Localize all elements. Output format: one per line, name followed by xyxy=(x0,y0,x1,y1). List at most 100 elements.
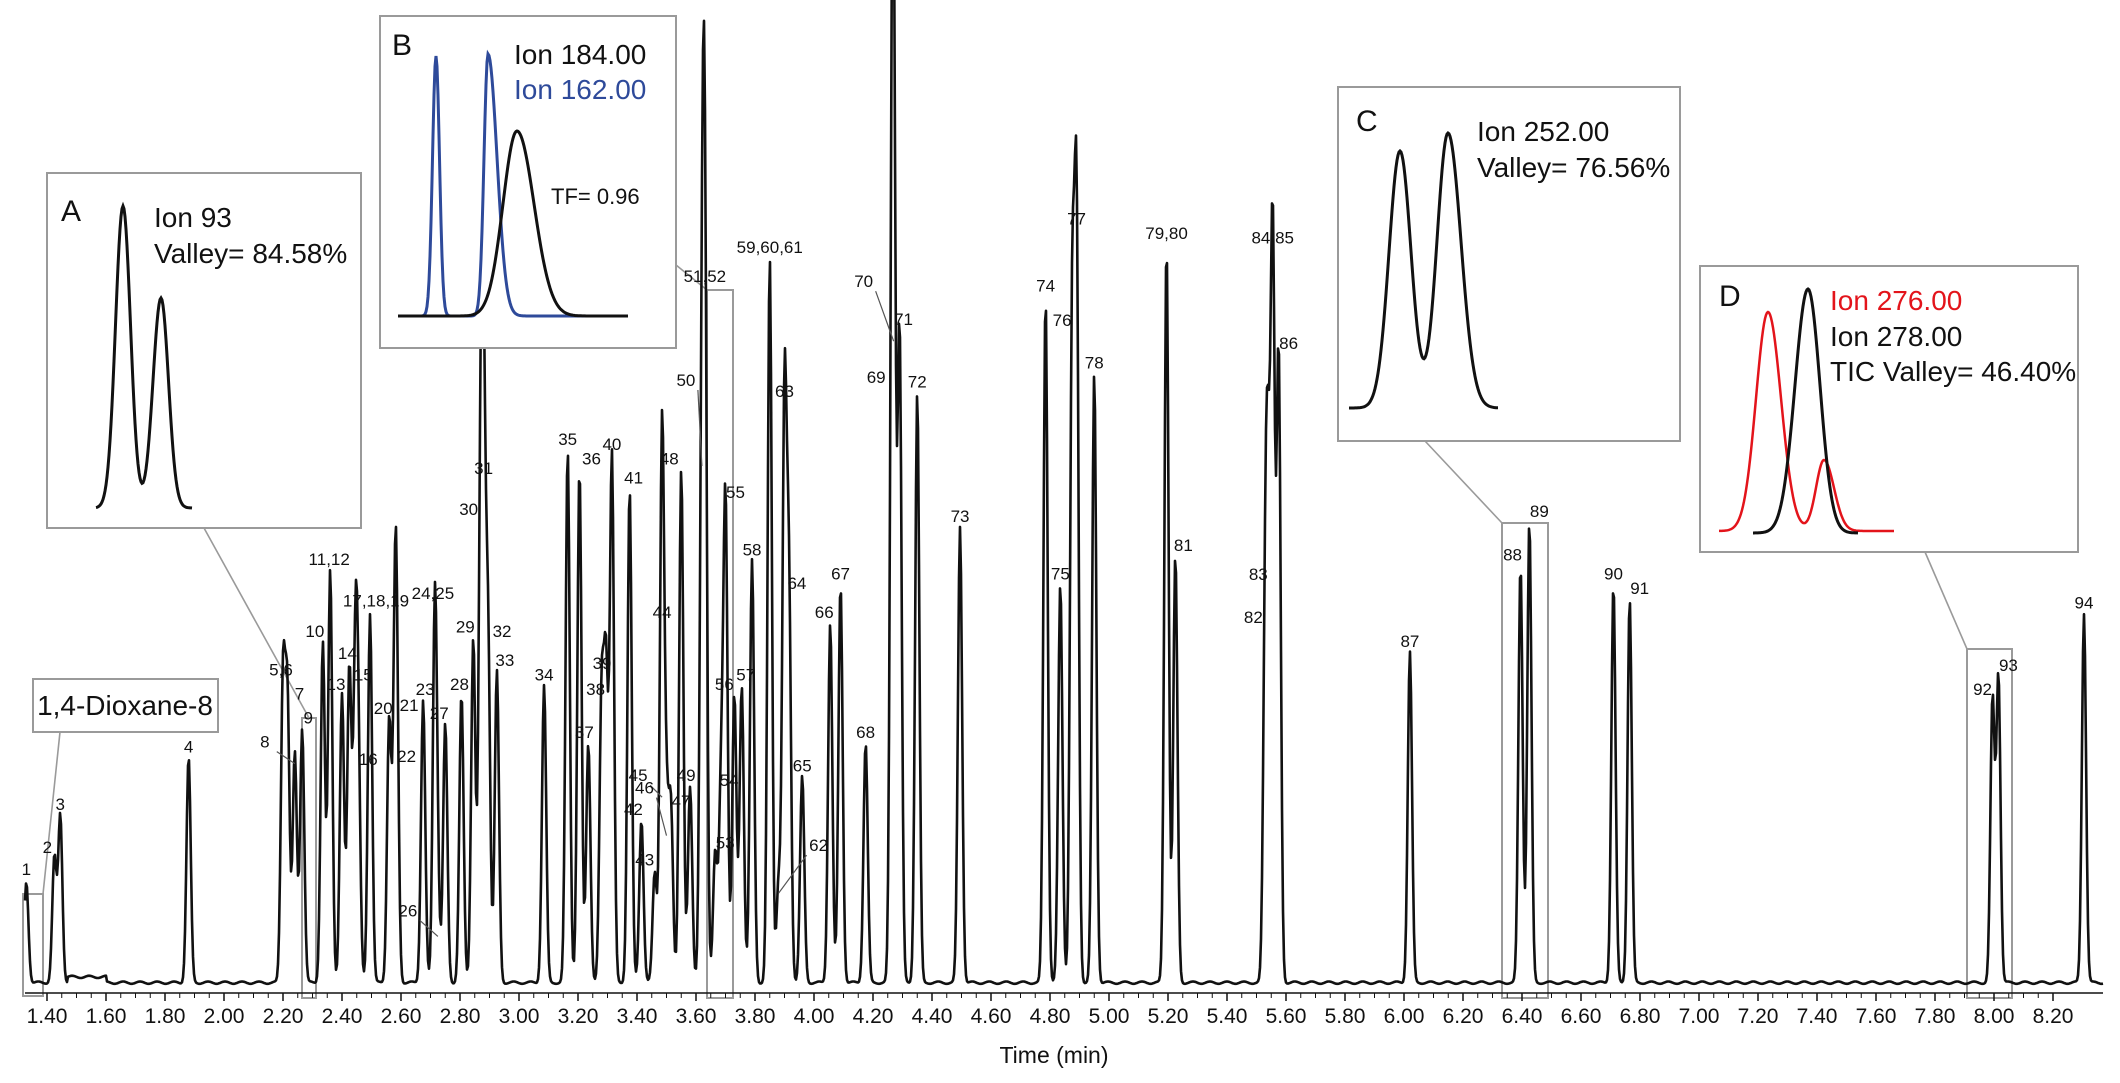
peak-label-67: 67 xyxy=(831,565,850,584)
callout-line-d xyxy=(1924,551,1968,650)
peak-label-14: 14 xyxy=(338,644,357,663)
highlight-box-dioxane xyxy=(22,893,44,997)
x-tick-label-7.40: 7.40 xyxy=(1797,1005,1838,1028)
peak-label-45: 45 xyxy=(629,766,648,785)
inset-d: D Ion 276.00 Ion 278.00 TIC Valley= 46.4… xyxy=(1699,265,2079,553)
peak-label-84-85: 84,85 xyxy=(1251,229,1294,248)
x-tick-label-6.40: 6.40 xyxy=(1502,1005,1543,1028)
x-tick-label-3.20: 3.20 xyxy=(558,1005,599,1028)
peak-label-63: 63 xyxy=(775,382,794,401)
peak-label-87: 87 xyxy=(1400,632,1419,651)
x-tick-label-3.80: 3.80 xyxy=(735,1005,776,1028)
peak-label-89: 89 xyxy=(1530,502,1549,521)
inset-d-trace-ion278 xyxy=(1753,287,1859,535)
x-axis-ticks: 1.40 1.60 1.80 2.00 2.20 2.40 2.60 2.80 3.00 3.20… xyxy=(27,993,2073,1028)
inset-d-letter: D xyxy=(1719,280,1741,313)
peak-label-92: 92 xyxy=(1973,680,1992,699)
highlight-box-c xyxy=(1501,522,1549,999)
peak-label-50: 50 xyxy=(676,371,695,390)
x-tick-label-5.60: 5.60 xyxy=(1266,1005,1307,1028)
inset-b-trace-ion184 xyxy=(398,129,628,318)
peak-label-1: 1 xyxy=(22,860,31,879)
inset-b-ion1: Ion 184.00 xyxy=(514,39,646,70)
peak-label-17-18-19: 17,18,19 xyxy=(343,591,409,610)
inset-a-frame xyxy=(46,172,362,529)
peak-label-24-25: 24,25 xyxy=(412,584,455,603)
peak-label-70: 70 xyxy=(854,272,873,291)
x-tick-label-3.60: 3.60 xyxy=(676,1005,717,1028)
x-tick-label-2.40: 2.40 xyxy=(322,1005,363,1028)
inset-c-ion: Ion 252.00 xyxy=(1477,116,1609,147)
peak-label-62: 62 xyxy=(809,836,828,855)
peak-leader-8 xyxy=(276,751,296,765)
peak-label-72: 72 xyxy=(908,373,927,392)
inset-b: B Ion 184.00 Ion 162.00 TF= 0.96 xyxy=(379,15,677,349)
peak-label-27: 27 xyxy=(430,704,449,723)
peak-label-55: 55 xyxy=(726,483,745,502)
inset-c-trace xyxy=(1349,130,1498,410)
peak-label-21: 21 xyxy=(400,696,419,715)
peak-label-86: 86 xyxy=(1279,334,1298,353)
peak-label-41: 41 xyxy=(624,469,643,488)
peak-label-29: 29 xyxy=(456,617,475,636)
peak-label-3: 3 xyxy=(56,795,65,814)
inset-d-ion2: Ion 278.00 xyxy=(1830,321,1962,352)
x-tick-label-6.20: 6.20 xyxy=(1443,1005,1484,1028)
inset-b-tf: TF= 0.96 xyxy=(551,184,640,209)
peak-label-74: 74 xyxy=(1036,277,1055,296)
peak-label-94: 94 xyxy=(2075,593,2094,612)
inset-c: C Ion 252.00 Valley= 76.56% xyxy=(1337,86,1681,442)
inset-d-ion1: Ion 276.00 xyxy=(1830,285,1962,316)
inset-b-letter: B xyxy=(392,29,412,62)
peak-label-77: 77 xyxy=(1067,209,1086,228)
x-tick-label-3.00: 3.00 xyxy=(499,1005,540,1028)
peak-label-15: 15 xyxy=(354,665,373,684)
x-tick-label-2.80: 2.80 xyxy=(440,1005,481,1028)
peak-label-81: 81 xyxy=(1174,536,1193,555)
peak-label-11-12: 11,12 xyxy=(309,550,350,569)
peak-label-40: 40 xyxy=(602,435,621,454)
peak-label-42: 42 xyxy=(624,800,643,819)
peak-leader-45 xyxy=(649,784,663,798)
x-tick-label-4.80: 4.80 xyxy=(1030,1005,1071,1028)
x-tick-label-2.00: 2.00 xyxy=(204,1005,245,1028)
x-tick-label-7.60: 7.60 xyxy=(1856,1005,1897,1028)
inset-d-frame xyxy=(1699,265,2079,553)
inset-a: A Ion 93 Valley= 84.58% xyxy=(46,172,362,529)
peak-label-31: 31 xyxy=(474,459,493,478)
peak-label-88: 88 xyxy=(1503,545,1522,564)
x-tick-label-2.20: 2.20 xyxy=(263,1005,304,1028)
peak-label-58: 58 xyxy=(743,541,762,560)
x-tick-label-4.20: 4.20 xyxy=(853,1005,894,1028)
highlight-box-d xyxy=(1966,648,2013,999)
peak-label-56: 56 xyxy=(715,675,734,694)
peak-label-57: 57 xyxy=(736,665,755,684)
peak-label-8: 8 xyxy=(260,733,269,752)
x-tick-label-8.00: 8.00 xyxy=(1974,1005,2015,1028)
peak-label-44: 44 xyxy=(653,603,672,622)
x-tick-label-6.00: 6.00 xyxy=(1384,1005,1425,1028)
peak-label-46: 46 xyxy=(635,779,654,798)
x-tick-label-5.80: 5.80 xyxy=(1325,1005,1366,1028)
peak-label-65: 65 xyxy=(793,757,812,776)
peak-label-4: 4 xyxy=(184,737,193,756)
inset-c-frame xyxy=(1337,86,1681,442)
peak-label-32: 32 xyxy=(493,622,512,641)
peak-label-30: 30 xyxy=(459,500,478,519)
peak-label-53: 53 xyxy=(716,833,735,852)
peak-label-47: 47 xyxy=(671,792,690,811)
inset-d-trace-ion276 xyxy=(1719,310,1894,533)
x-tick-label-4.40: 4.40 xyxy=(912,1005,953,1028)
peak-label-59-60-61: 59,60,61 xyxy=(737,238,803,257)
inset-b-ion2: Ion 162.00 xyxy=(514,74,646,105)
peak-label-90: 90 xyxy=(1604,565,1623,584)
peak-label-93: 93 xyxy=(1999,656,2018,675)
peak-label-39: 39 xyxy=(593,654,612,673)
peak-label-2: 2 xyxy=(43,838,52,857)
tic-trace xyxy=(23,0,2104,986)
inset-c-letter: C xyxy=(1356,105,1378,138)
peak-label-73: 73 xyxy=(951,507,970,526)
peak-label-43: 43 xyxy=(635,851,654,870)
inset-a-ion: Ion 93 xyxy=(154,202,232,233)
peak-label-36: 36 xyxy=(582,449,601,468)
